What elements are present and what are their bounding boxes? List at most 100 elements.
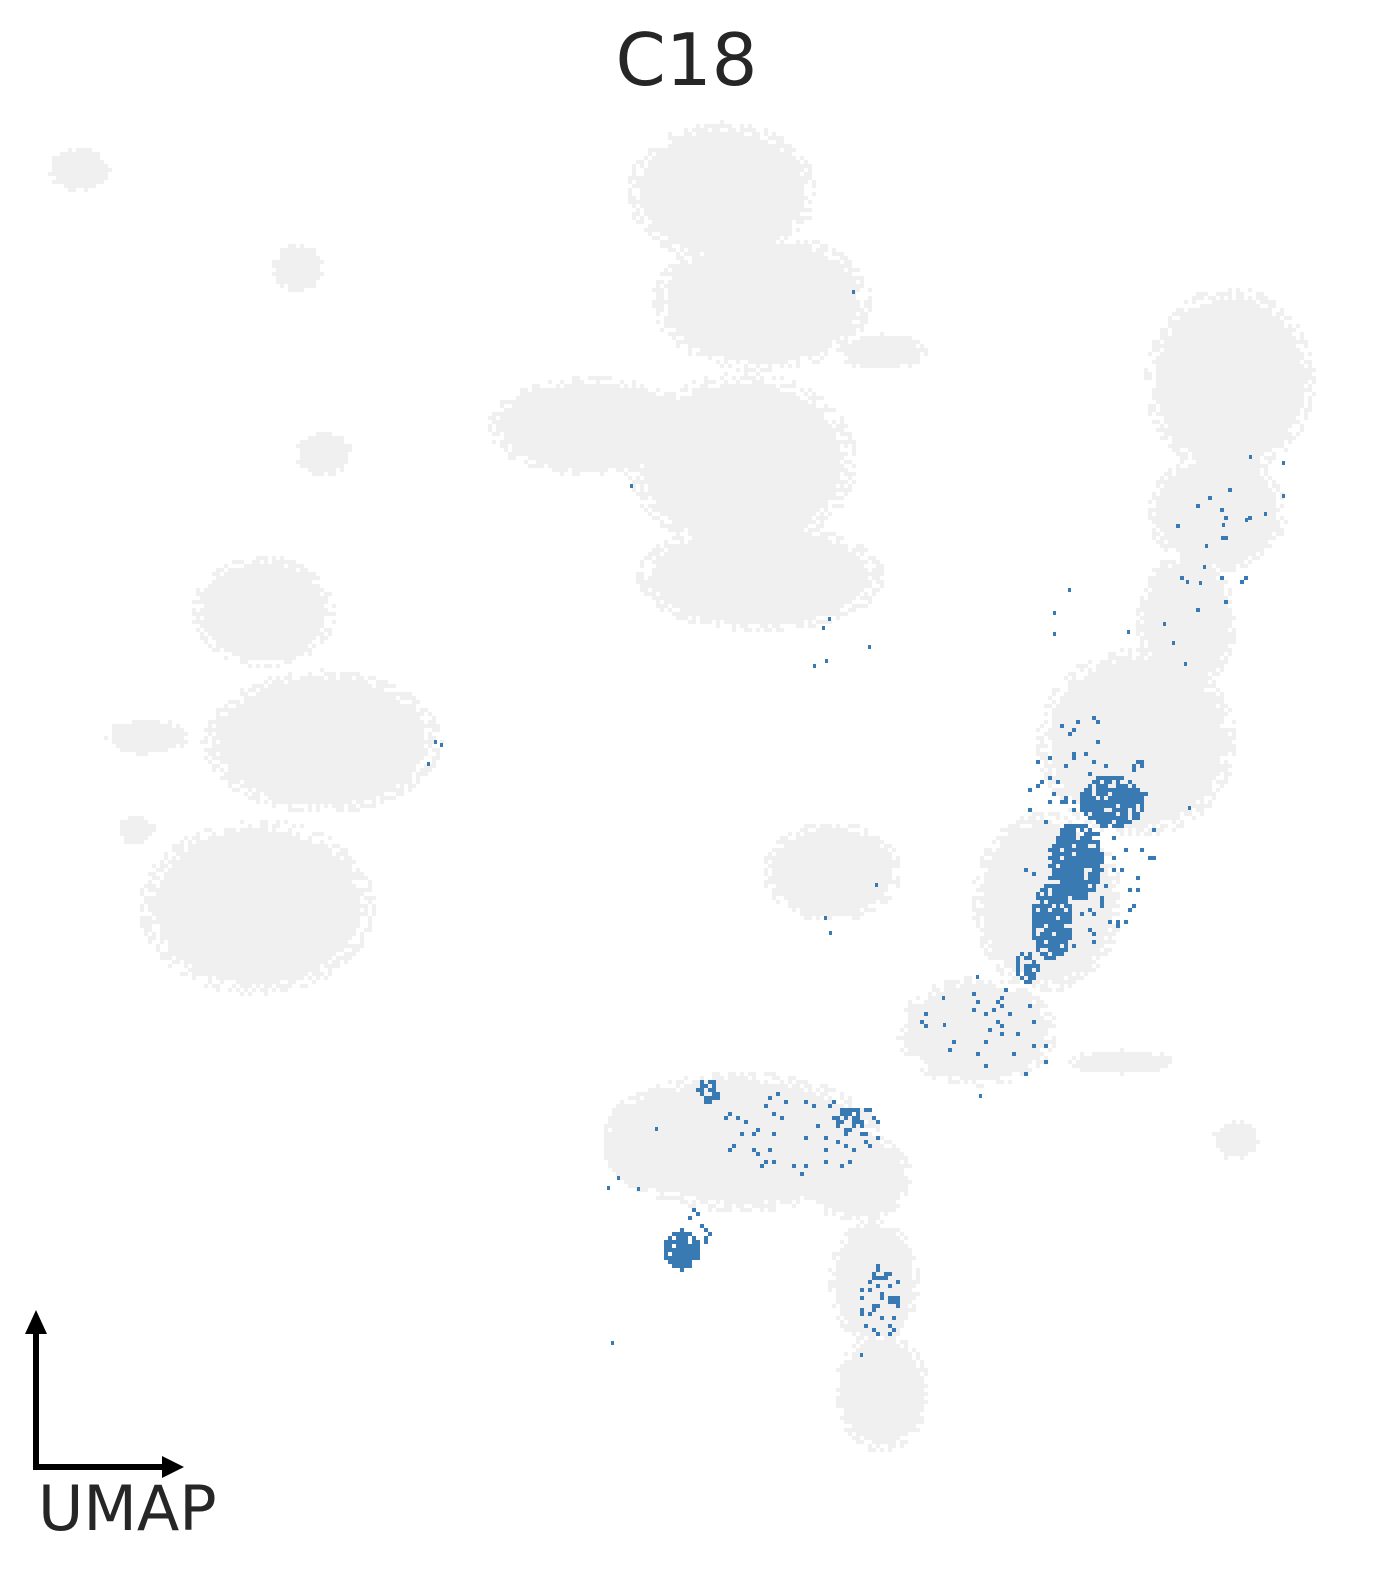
background-cell [384, 700, 388, 704]
background-cell [372, 736, 376, 740]
background-cell [316, 844, 320, 848]
background-cell [264, 708, 268, 712]
chart-title: C18 [0, 18, 1373, 102]
background-cell [200, 600, 204, 604]
background-cell [332, 732, 336, 736]
background-cell [220, 896, 224, 900]
background-cell [304, 464, 308, 468]
background-cell [176, 724, 180, 728]
background-cell [324, 736, 328, 740]
background-cell [256, 960, 260, 964]
background-cell [80, 160, 84, 164]
background-cell [224, 592, 228, 596]
background-cell [168, 900, 172, 904]
background-cell [284, 276, 288, 280]
background-cell [352, 888, 356, 892]
background-cell [252, 640, 256, 644]
background-cell [288, 624, 292, 628]
background-cell [240, 588, 244, 592]
background-cell [288, 716, 292, 720]
background-cell [288, 612, 292, 616]
background-cell [308, 636, 312, 640]
background-cell [320, 732, 324, 736]
background-cell [252, 772, 256, 776]
background-cell [340, 904, 344, 908]
background-cell [220, 908, 224, 912]
background-cell [240, 860, 244, 864]
background-cell [400, 720, 404, 724]
background-cell [80, 156, 84, 160]
background-cell [348, 768, 352, 772]
background-cell [340, 448, 344, 452]
background-cell [280, 732, 284, 736]
background-cell [416, 748, 420, 752]
background-cell [316, 940, 320, 944]
background-cell [244, 760, 248, 764]
background-cell [168, 892, 172, 896]
background-cell [312, 688, 316, 692]
background-cell [236, 956, 240, 960]
background-cell [144, 732, 148, 736]
background-cell [416, 772, 420, 776]
background-cell [244, 956, 248, 960]
background-cell [208, 880, 212, 884]
background-cell [72, 180, 76, 184]
background-cell [132, 816, 136, 820]
background-cell [140, 904, 144, 908]
background-cell [688, 164, 692, 168]
background-cell [320, 972, 324, 976]
background-cell [56, 160, 60, 164]
background-cell [308, 460, 312, 464]
background-cell [276, 796, 280, 800]
background-cell [636, 220, 640, 224]
background-cell [324, 936, 328, 940]
background-cell [244, 608, 248, 612]
background-cell [240, 852, 244, 856]
background-cell [256, 576, 260, 580]
background-cell [644, 184, 648, 188]
background-cell [384, 780, 388, 784]
background-cell [244, 988, 248, 992]
background-cell [304, 612, 308, 616]
background-cell [232, 580, 236, 584]
background-cell [276, 600, 280, 604]
background-cell [408, 740, 412, 744]
background-cell [236, 632, 240, 636]
background-cell [236, 840, 240, 844]
background-cell [220, 904, 224, 908]
background-cell [300, 904, 304, 908]
background-cell [296, 932, 300, 936]
background-cell [220, 624, 224, 628]
background-cell [304, 588, 308, 592]
background-cell [228, 716, 232, 720]
background-cell [292, 720, 296, 724]
background-cell [140, 836, 144, 840]
background-cell [312, 616, 316, 620]
background-cell [632, 200, 636, 204]
background-cell [220, 840, 224, 844]
background-cell [304, 932, 308, 936]
background-cell [156, 908, 160, 912]
background-cell [136, 748, 140, 752]
background-cell [264, 692, 268, 696]
background-cell [696, 156, 700, 160]
background-cell [328, 796, 332, 800]
background-cell [704, 180, 708, 184]
background-cell [300, 736, 304, 740]
background-cell [360, 688, 364, 692]
background-cell [172, 848, 176, 852]
background-cell [316, 456, 320, 460]
background-cell [312, 768, 316, 772]
background-cell [132, 832, 136, 836]
background-cell [276, 960, 280, 964]
background-cell [156, 748, 160, 752]
background-cell [236, 916, 240, 920]
background-cell [320, 724, 324, 728]
background-cell [668, 196, 672, 200]
background-cell [264, 800, 268, 804]
background-cell [344, 764, 348, 768]
background-cell [248, 920, 252, 924]
background-cell [332, 752, 336, 756]
background-cell [68, 152, 72, 156]
background-cell [192, 948, 196, 952]
